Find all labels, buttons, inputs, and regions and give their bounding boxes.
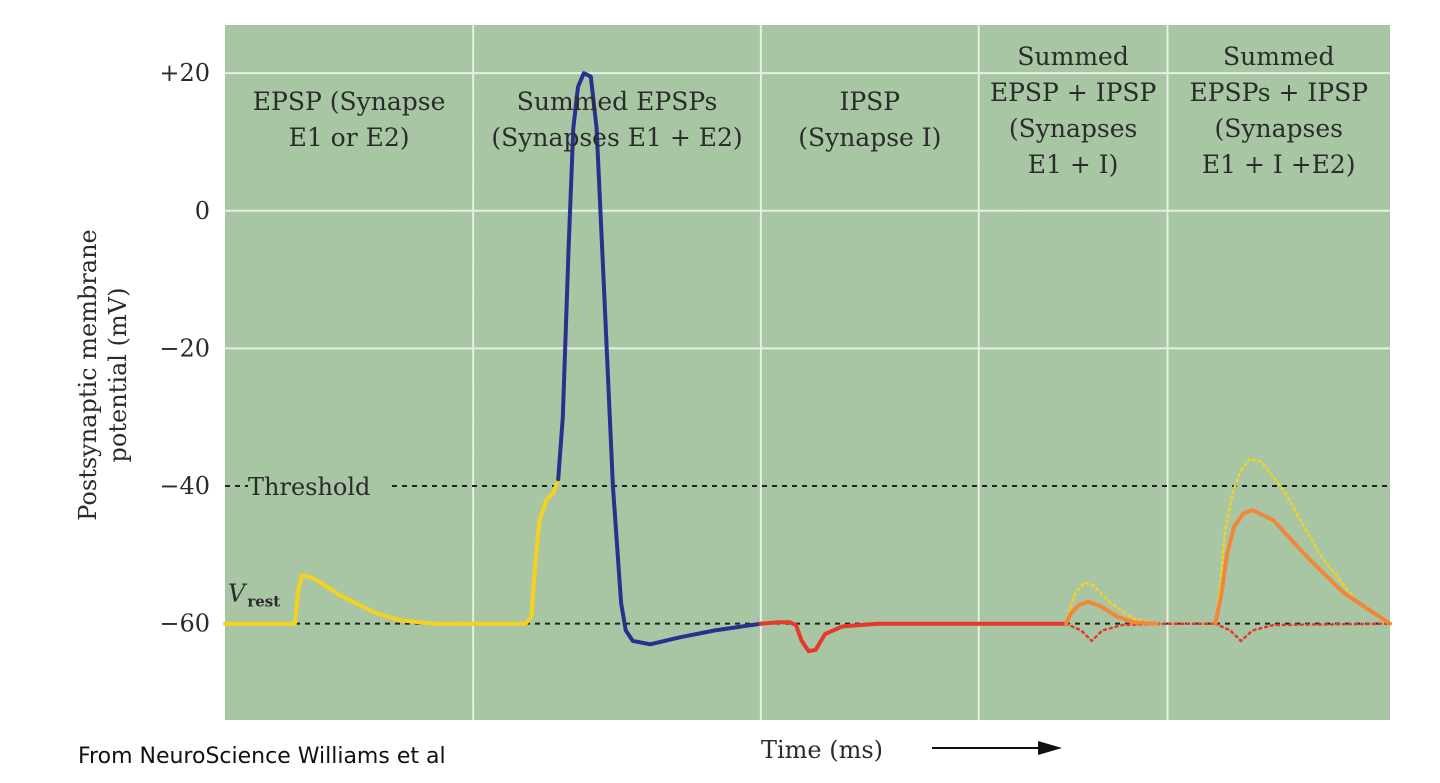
panel-title-2: (Synapses E1 + E2) [491, 123, 742, 152]
series-action-potential [556, 71, 763, 647]
time-arrow-head [1038, 741, 1062, 755]
series-ipsp-alone-panel-5 [1214, 622, 1392, 643]
y-tick-label: −60 [159, 610, 210, 638]
panel-title-3: IPSP [839, 87, 900, 116]
panel-title-2: Summed EPSPs [517, 87, 718, 116]
panel-title-4: E1 + I) [1028, 150, 1119, 179]
panel-title-1: E1 or E2) [289, 123, 410, 152]
grid-lines [225, 25, 1390, 720]
y-axis-label-line: potential (mV) [104, 288, 132, 463]
time-arrow [932, 741, 1062, 755]
y-tick-label: −20 [159, 334, 210, 362]
series-ipsp-alone-panel-4 [1064, 622, 1169, 643]
series-epsps-alone-panel-5 [1214, 457, 1392, 625]
y-tick-label: +20 [159, 59, 210, 87]
plot-background [225, 25, 1390, 720]
panel-title-3: (Synapse I) [798, 123, 941, 152]
y-tick-label: −40 [159, 472, 210, 500]
panel-title-5: EPSPs + IPSP [1189, 78, 1368, 107]
panel-title-1: EPSP (Synapse [253, 87, 446, 116]
panel-title-4: (Synapses [1009, 114, 1137, 143]
panel-title-5: E1 + I +E2) [1202, 150, 1356, 179]
series-epsp [223, 477, 561, 626]
series-summed-epsps-ipsp [1213, 508, 1392, 626]
panel-title-5: (Synapses [1215, 114, 1343, 143]
v-rest-subscript: rest [247, 593, 280, 611]
threshold-label: Threshold [248, 473, 370, 501]
panel-title-5: Summed [1223, 42, 1334, 71]
x-axis-label: Time (ms) [761, 736, 883, 764]
y-axis-label: Postsynaptic membranepotential (mV) [74, 229, 132, 521]
series-epsp-alone-panel-4 [1064, 581, 1159, 625]
series-ipsp [758, 620, 981, 654]
source-caption: From NeuroScience Williams et al [78, 744, 446, 769]
panel-title-4: Summed [1017, 42, 1128, 71]
series-summed-epsp-ipsp [1064, 599, 1159, 626]
data-series [223, 71, 1392, 654]
y-tick-label: 0 [195, 197, 210, 225]
y-axis-label-line: Postsynaptic membrane [74, 229, 102, 521]
panel-title-4: EPSP + IPSP [990, 78, 1157, 107]
